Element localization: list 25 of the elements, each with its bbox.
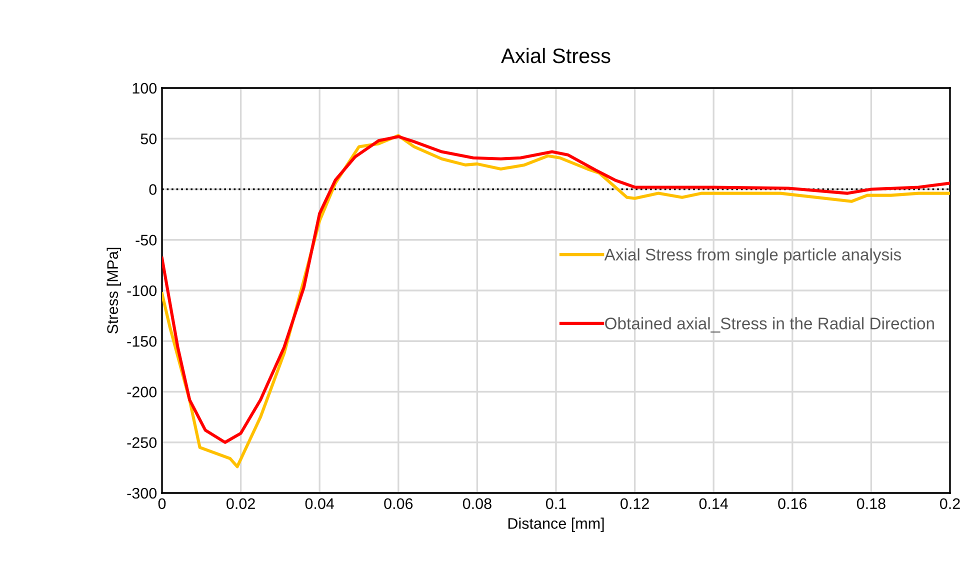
x-tick-label: 0.14 — [699, 498, 728, 510]
y-tick-label: -250 — [127, 437, 157, 448]
x-tick-label: 0.1 — [546, 498, 566, 510]
y-tick-label: 50 — [140, 133, 157, 144]
x-tick-label: 0.04 — [305, 498, 334, 510]
x-tick-label: 0.18 — [856, 498, 886, 510]
y-tick-label: -50 — [136, 234, 157, 246]
x-tick-label: 0.02 — [226, 498, 255, 510]
y-axis-title: Stress [MPa] — [106, 248, 122, 334]
y-tick-label: -200 — [127, 386, 157, 398]
x-tick-label: 0.2 — [940, 498, 960, 510]
x-tick-label: 0.16 — [778, 498, 807, 510]
x-axis-title: Distance [mm] — [508, 518, 604, 532]
x-tick-label: 0.12 — [620, 498, 649, 510]
y-tick-label: 0 — [149, 184, 157, 195]
chart-title: Axial Stress — [501, 48, 610, 64]
y-tick-label: -150 — [127, 336, 157, 347]
x-tick-label: 0 — [158, 498, 166, 510]
y-tick-label: -100 — [127, 285, 157, 296]
y-tick-label: -300 — [127, 488, 157, 499]
legend-label: Axial Stress from single particle analysis — [604, 248, 902, 264]
x-tick-label: 0.08 — [462, 498, 492, 510]
legend-label: Obtained axial_Stress in the Radial Direction — [605, 317, 934, 333]
y-tick-label: 100 — [132, 82, 157, 94]
x-tick-label: 0.06 — [384, 498, 413, 510]
